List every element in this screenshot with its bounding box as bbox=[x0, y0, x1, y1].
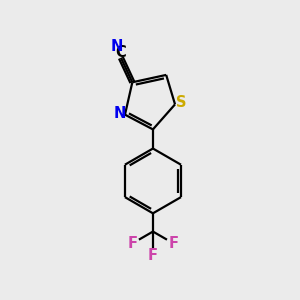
Text: S: S bbox=[176, 94, 187, 110]
Text: F: F bbox=[168, 236, 178, 251]
Text: F: F bbox=[128, 236, 137, 251]
Text: F: F bbox=[148, 248, 158, 262]
Text: N: N bbox=[111, 39, 123, 54]
Text: N: N bbox=[113, 106, 126, 121]
Text: C: C bbox=[116, 45, 126, 60]
